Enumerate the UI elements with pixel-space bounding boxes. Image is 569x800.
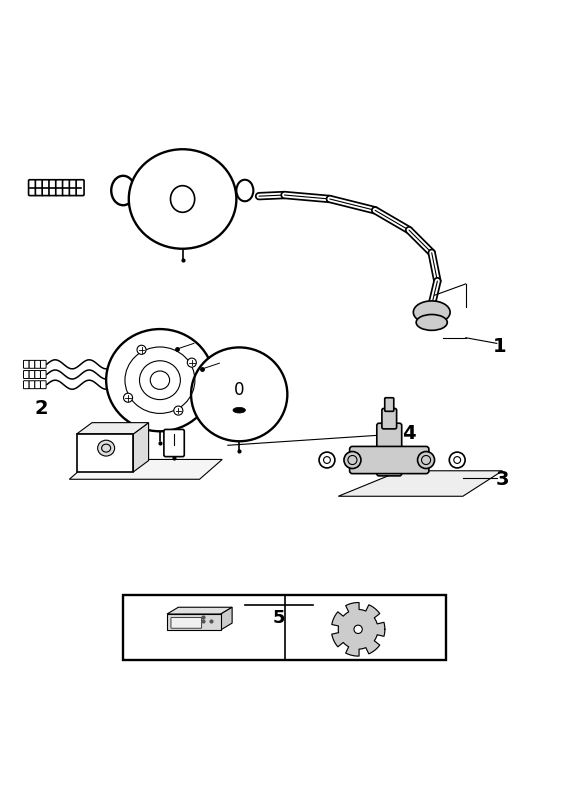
Ellipse shape: [123, 394, 133, 402]
FancyBboxPatch shape: [63, 180, 71, 195]
Ellipse shape: [418, 451, 435, 469]
Ellipse shape: [106, 329, 214, 431]
Ellipse shape: [174, 406, 183, 415]
FancyBboxPatch shape: [29, 360, 35, 368]
FancyBboxPatch shape: [35, 180, 43, 195]
Ellipse shape: [233, 407, 245, 413]
FancyBboxPatch shape: [35, 360, 40, 368]
Ellipse shape: [413, 301, 450, 323]
FancyBboxPatch shape: [28, 180, 36, 195]
Ellipse shape: [354, 625, 362, 634]
FancyBboxPatch shape: [23, 381, 29, 389]
FancyBboxPatch shape: [35, 381, 40, 389]
FancyBboxPatch shape: [382, 409, 397, 429]
Polygon shape: [69, 459, 222, 479]
Ellipse shape: [98, 440, 114, 456]
Text: 1: 1: [493, 337, 506, 356]
Text: 0: 0: [234, 381, 245, 399]
Ellipse shape: [319, 452, 335, 468]
Ellipse shape: [191, 347, 287, 442]
FancyBboxPatch shape: [35, 370, 40, 378]
Text: 5: 5: [273, 609, 285, 627]
FancyBboxPatch shape: [56, 180, 64, 195]
Ellipse shape: [137, 346, 146, 354]
Polygon shape: [221, 607, 232, 630]
FancyBboxPatch shape: [42, 180, 50, 195]
Text: 2: 2: [34, 399, 48, 418]
FancyBboxPatch shape: [76, 180, 84, 195]
FancyBboxPatch shape: [69, 180, 77, 195]
Ellipse shape: [187, 358, 196, 367]
FancyBboxPatch shape: [40, 381, 46, 389]
FancyBboxPatch shape: [29, 370, 35, 378]
FancyBboxPatch shape: [123, 595, 446, 661]
FancyBboxPatch shape: [49, 180, 57, 195]
FancyBboxPatch shape: [40, 370, 46, 378]
Polygon shape: [133, 422, 149, 472]
FancyBboxPatch shape: [349, 446, 429, 474]
Ellipse shape: [450, 452, 465, 468]
FancyBboxPatch shape: [40, 360, 46, 368]
FancyBboxPatch shape: [77, 434, 133, 472]
Text: 4: 4: [402, 425, 416, 443]
FancyBboxPatch shape: [29, 381, 35, 389]
Ellipse shape: [416, 314, 447, 330]
FancyBboxPatch shape: [377, 423, 402, 476]
Text: 3: 3: [496, 470, 509, 489]
Ellipse shape: [344, 451, 361, 469]
FancyBboxPatch shape: [171, 618, 201, 628]
Polygon shape: [332, 602, 385, 656]
Ellipse shape: [129, 150, 236, 249]
Polygon shape: [339, 470, 502, 496]
FancyBboxPatch shape: [167, 614, 221, 630]
FancyBboxPatch shape: [164, 430, 184, 457]
Polygon shape: [167, 607, 232, 614]
Polygon shape: [77, 422, 149, 434]
FancyBboxPatch shape: [385, 398, 394, 411]
FancyBboxPatch shape: [23, 370, 29, 378]
FancyBboxPatch shape: [23, 360, 29, 368]
